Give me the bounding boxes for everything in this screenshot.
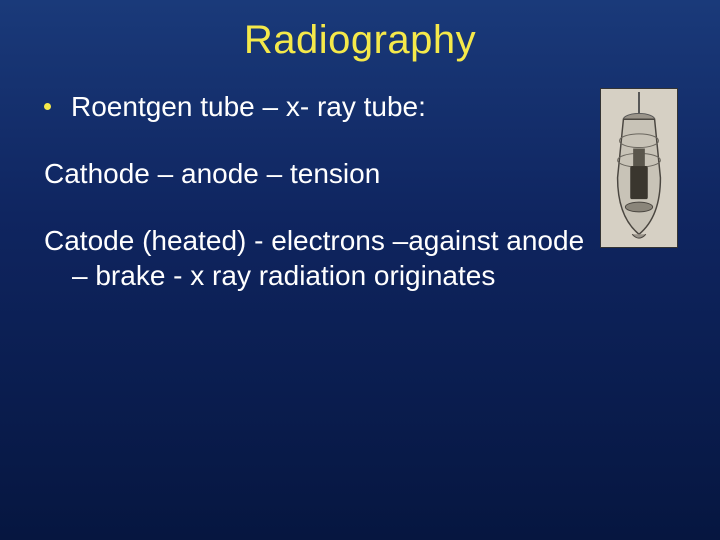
bullet-item: Roentgen tube – x- ray tube:	[40, 89, 680, 124]
bullet-text: Roentgen tube – x- ray tube:	[71, 89, 426, 124]
xray-tube-icon	[601, 88, 677, 248]
paragraph-2-line-2: – brake - x ray radiation originates	[44, 258, 680, 293]
xray-tube-image	[600, 88, 678, 248]
paragraph-2-line-1: Catode (heated) - electrons –against ano…	[44, 223, 680, 258]
paragraph-1: Cathode – anode – tension	[40, 156, 680, 191]
slide-title: Radiography	[0, 0, 720, 63]
paragraph-2: Catode (heated) - electrons –against ano…	[40, 223, 680, 293]
bullet-dot-icon	[44, 103, 51, 110]
